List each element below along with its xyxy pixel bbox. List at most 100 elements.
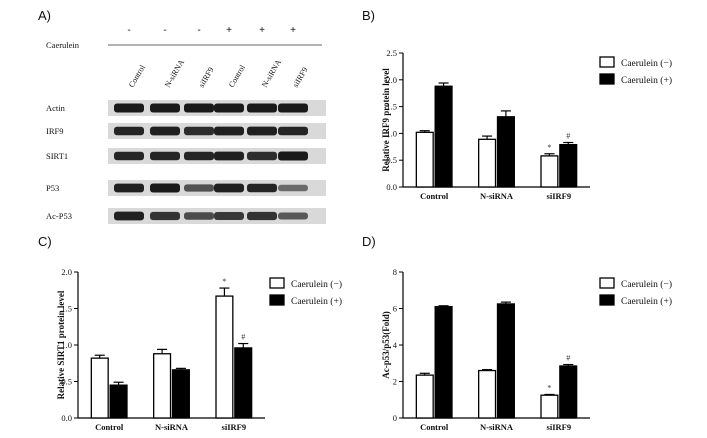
blot-band xyxy=(214,151,244,161)
chart-c: C) 0.0 0.5 1.0 1.5 2.0 Relative SIRT1 protein… xyxy=(38,234,342,432)
bar xyxy=(415,374,434,419)
x-tick-label: Control xyxy=(420,191,449,201)
bar xyxy=(415,131,434,188)
y-tick-label: 0.0 xyxy=(386,182,397,192)
panel-letter-d: D) xyxy=(362,234,376,249)
protein-label: SIRT1 xyxy=(46,151,68,161)
western-blot-panel: A) Caerulein - - - + + + Control N-siRNA siIRF9… xyxy=(38,8,326,224)
blot-band xyxy=(150,103,180,113)
treatment-sign: + xyxy=(226,25,232,36)
legend-swatch xyxy=(599,294,615,306)
blot-strips: Actin IRF9 SIRT1 P53 Ac-P53 xyxy=(46,100,326,224)
blot-band xyxy=(278,103,308,113)
blot-band xyxy=(247,126,277,136)
y-tick-label: 1.0 xyxy=(61,340,72,350)
legend-swatch xyxy=(599,277,615,289)
legend-label: Caerulein (−) xyxy=(621,279,672,290)
protein-label: Actin xyxy=(46,103,66,113)
bar xyxy=(90,357,109,419)
y-tick-label: 8 xyxy=(393,267,397,277)
y-tick-label: 0.5 xyxy=(61,377,72,387)
treatment-sign: - xyxy=(163,25,166,36)
bar xyxy=(109,384,128,419)
lane-label: siIRF9 xyxy=(197,66,216,89)
lane-label: Control xyxy=(127,63,147,89)
treatment-sign: - xyxy=(127,25,130,36)
treatment-label: Caerulein xyxy=(46,40,80,50)
x-tick-label: N-siRNA xyxy=(480,191,514,201)
bar xyxy=(540,394,559,419)
bar xyxy=(215,295,234,419)
blot-band xyxy=(114,151,144,161)
y-tick-label: 0.5 xyxy=(386,155,397,165)
significance-mark: * xyxy=(222,277,226,286)
bar xyxy=(434,306,453,419)
significance-mark: # xyxy=(241,333,245,342)
y-axis-label: Ac-p53/p53(Fold) xyxy=(381,311,391,379)
blot-band xyxy=(184,184,214,192)
y-tick-label: 2.0 xyxy=(386,75,397,85)
bar xyxy=(478,369,497,419)
blot-band xyxy=(278,126,308,136)
y-tick-label: 0 xyxy=(393,413,397,423)
significance-mark: * xyxy=(547,143,551,152)
blot-band xyxy=(247,151,277,161)
blot-band xyxy=(278,212,308,220)
blot-band xyxy=(184,103,214,113)
bar xyxy=(496,303,515,419)
y-tick-label: 2.0 xyxy=(61,267,72,277)
significance-mark: # xyxy=(566,132,570,141)
treatment-sign: + xyxy=(259,25,265,36)
legend-swatch xyxy=(599,73,615,85)
y-tick-label: 4 xyxy=(393,340,398,350)
y-tick-label: 6 xyxy=(393,304,397,314)
significance-mark: * xyxy=(547,383,551,392)
y-tick-label: 1.0 xyxy=(386,128,397,138)
lane-label: Control xyxy=(227,63,247,89)
blot-band xyxy=(114,103,144,113)
panel-letter-c: C) xyxy=(38,234,52,249)
treatment-sign: - xyxy=(197,25,200,36)
blot-band xyxy=(247,211,277,221)
bar xyxy=(540,155,559,188)
blot-band xyxy=(114,126,144,136)
y-tick-label: 2.5 xyxy=(386,48,397,58)
blot-band xyxy=(184,151,214,161)
protein-label: P53 xyxy=(46,183,59,193)
legend-label: Caerulein (−) xyxy=(291,279,342,290)
legend-label: Caerulein (+) xyxy=(621,296,672,307)
blot-band xyxy=(214,103,244,113)
y-tick-label: 1.5 xyxy=(61,304,72,314)
lane-label: N-siRNA xyxy=(163,58,186,89)
blot-band xyxy=(278,151,308,161)
blot-band xyxy=(184,126,214,136)
legend-swatch xyxy=(599,56,615,68)
y-axis-label: Relative SIRT1 protein level xyxy=(56,290,66,399)
blot-band xyxy=(247,103,277,113)
chart-d: D) 0 2 4 6 8 Ac-p53/p53(Fold) Control N-siRNA si… xyxy=(362,234,672,432)
y-tick-label: 1.5 xyxy=(386,102,397,112)
lane-label: siIRF9 xyxy=(291,66,310,89)
bar xyxy=(234,347,253,419)
blot-band xyxy=(214,126,244,136)
legend-label: Caerulein (−) xyxy=(621,58,672,69)
chart-b: B) 0.0 0.5 1.0 1.5 2.0 2.5 Relative IRF9 prote… xyxy=(362,8,672,201)
panel-letter-b: B) xyxy=(362,8,375,23)
bar xyxy=(434,85,453,188)
significance-mark: # xyxy=(566,354,570,363)
x-tick-label: Control xyxy=(95,422,124,432)
lane-labels: Control N-siRNA siIRF9 Control N-siRNA siIRF9 xyxy=(127,58,310,89)
blot-band xyxy=(150,211,180,221)
blot-band xyxy=(114,183,144,193)
blot-band xyxy=(247,183,277,193)
blot-band xyxy=(214,212,244,220)
x-tick-label: N-siRNA xyxy=(155,422,189,432)
panel-letter-a: A) xyxy=(38,8,51,23)
bar xyxy=(496,116,515,188)
legend-label: Caerulein (+) xyxy=(621,75,672,86)
legend-label: Caerulein (+) xyxy=(291,296,342,307)
blot-band xyxy=(184,212,214,220)
y-tick-label: 0.0 xyxy=(61,413,72,423)
blot-band xyxy=(150,151,180,161)
legend-swatch xyxy=(269,277,285,289)
